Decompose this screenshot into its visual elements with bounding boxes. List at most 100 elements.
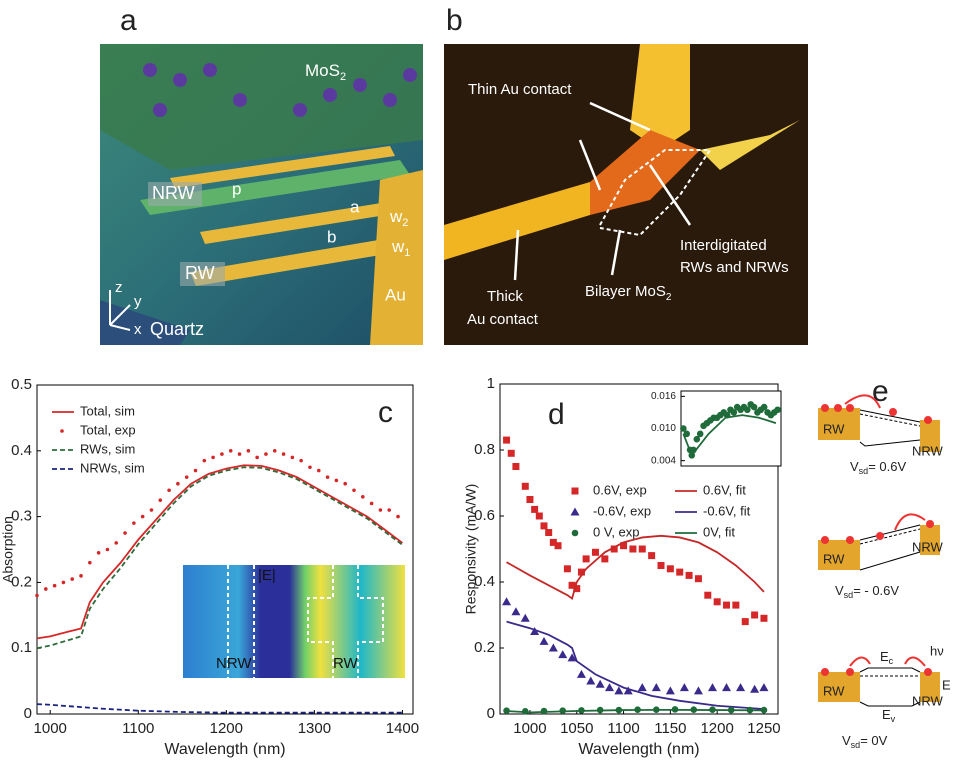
label: RW [823,551,845,566]
label-sub: 2 [666,292,672,303]
legend-label: 0 V, exp [593,524,640,539]
marker [150,508,154,512]
marker [657,562,664,569]
marker [536,513,543,520]
band [860,668,920,706]
legend-label: 0V, fit [703,524,735,539]
marker [723,602,730,609]
panel-b: b Thin Au contact Interdigitated RWs and… [444,4,808,345]
marker [229,449,233,453]
x-tick-label: 1000 [34,720,67,737]
figure: a MoS2 NRW RW p a b w2 w1 Au z y x Quart… [0,0,956,768]
label: Vsd= 0.6V [850,459,906,476]
label-text: V [850,459,859,474]
marker [220,452,224,456]
marker [88,561,92,565]
label: Quartz [150,319,204,339]
label: RW [823,421,845,436]
label: NRW [912,443,944,458]
marker [238,452,242,456]
x-axis-label: Wavelength (nm) [578,741,699,758]
marker [508,450,515,457]
marker [601,555,608,562]
marker [629,546,636,553]
label: MoS2 [305,61,346,82]
label-sub: sd [844,590,854,600]
x-tick-label: 1100 [607,720,639,737]
label-sub: sd [851,740,861,750]
x-tick-label: 1200 [700,720,733,737]
label: hν [930,643,944,658]
marker [255,456,259,460]
label: Ev [882,707,896,724]
marker [512,463,519,470]
marker [526,496,533,503]
x-tick-label: 1100 [122,720,154,737]
marker [158,498,162,502]
label: RW [823,683,845,698]
marker [583,555,590,562]
marker [185,475,189,479]
marker [194,469,198,473]
label: Thin Au contact [468,81,572,98]
panel-a: a MoS2 NRW RW p a b w2 w1 Au z y x Quart… [100,4,423,345]
legend-marker [60,429,64,433]
label-text: V [842,733,851,748]
marker [742,618,749,625]
inset-label: NRW [216,655,252,672]
legend-label: 0.6V, exp [593,482,647,497]
label-text: E [882,707,891,722]
y-tick-label: 0 [487,705,495,722]
marker [167,488,171,492]
marker [352,488,356,492]
y-tick-label: 0.4 [11,442,32,459]
marker [592,549,599,556]
legend-label: RWs, sim [80,441,135,456]
marker [247,449,251,453]
label: RW [185,263,215,283]
y-tick-label: 0.2 [474,639,495,656]
label-text: w [389,207,403,226]
label-text: V [835,583,844,598]
label: a [350,197,360,216]
label-sub: sd [859,466,869,476]
legend-label: Total, exp [80,422,136,437]
marker [273,449,277,453]
marker [70,577,74,581]
marker [370,502,374,506]
label-text: w [391,237,405,256]
marker [676,569,683,576]
x-tick-label: 1300 [298,720,331,737]
marker [714,598,721,605]
y-tick-label: 0.8 [474,441,495,458]
marker [264,452,268,456]
label-text: Bilayer MoS [585,283,666,300]
fermi-level [860,529,920,544]
marker [697,431,704,438]
marker [503,437,510,444]
marker [695,575,702,582]
x-tick-label: 1050 [560,720,593,737]
marker [686,572,693,579]
marker [564,565,571,572]
panel-label: a [120,4,137,37]
marker [361,495,365,499]
y-tick-label: 0 [24,705,32,722]
band [860,410,920,446]
marker [44,587,48,591]
label-sub: v [891,714,896,724]
marker [531,506,538,513]
label-text: MoS [305,61,340,80]
panel-label: e [872,375,889,408]
marker [545,529,552,536]
legend-label: -0.6V, fit [703,503,751,518]
axis-z: z [115,279,123,296]
marker [97,551,101,555]
label-sub: c [889,656,894,666]
marker [282,452,286,456]
label: Vsd= 0V [842,733,888,750]
axis-y: y [134,293,142,310]
x-tick-label: 1150 [654,720,686,737]
marker [326,475,330,479]
marker [35,594,39,598]
